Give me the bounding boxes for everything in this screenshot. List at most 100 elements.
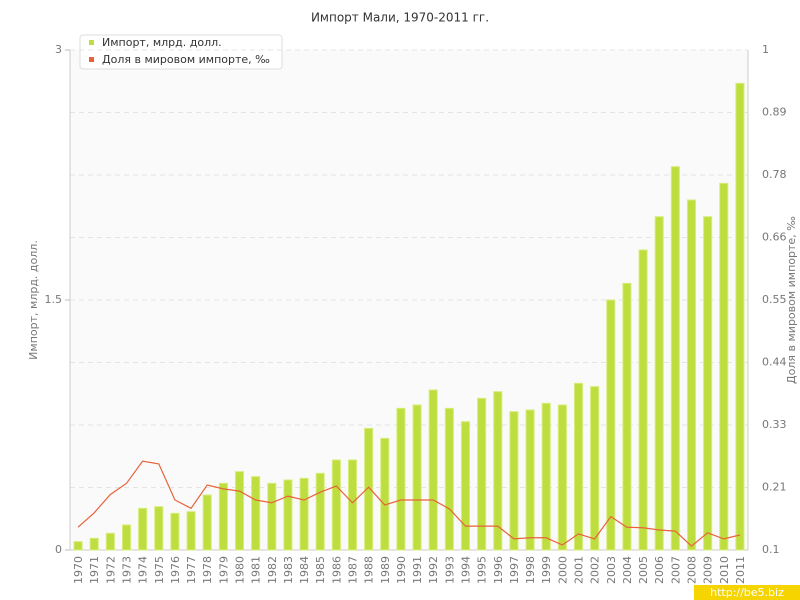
bar	[460, 421, 471, 551]
x-tick-label: 1986	[330, 556, 343, 584]
y2-tick-label: 0.55	[762, 293, 787, 306]
watermark: http://be5.biz	[710, 586, 784, 599]
bar	[686, 199, 697, 551]
x-tick-label: 1993	[443, 556, 456, 584]
y2-tick-label: 0.1	[762, 543, 780, 556]
bar	[735, 82, 745, 551]
legend-label: Доля в мировом импорте, ‰	[102, 53, 270, 66]
bar	[428, 389, 438, 551]
x-tick-label: 1974	[137, 556, 150, 584]
x-tick-label: 1999	[540, 556, 553, 584]
bar	[234, 471, 245, 551]
bar	[670, 166, 680, 551]
x-tick-label: 1983	[282, 556, 295, 584]
x-tick-label: 1970	[72, 556, 85, 584]
bar	[202, 494, 212, 551]
x-tick-label: 1980	[234, 556, 247, 584]
legend-box	[79, 34, 283, 70]
bar	[606, 299, 616, 551]
x-tick-label: 2011	[734, 556, 747, 584]
bar	[493, 391, 503, 551]
bar	[703, 216, 713, 551]
x-tick-label: 1995	[476, 556, 489, 584]
x-tick-label: 1992	[427, 556, 440, 584]
bar	[299, 477, 309, 551]
legend-swatch	[89, 40, 94, 45]
x-tick-label: 1982	[266, 556, 279, 584]
x-tick-label: 2000	[556, 556, 569, 584]
bar	[573, 382, 584, 551]
x-tick-label: 1998	[524, 556, 537, 584]
y-axis-title: Импорт, млрд. долл.	[27, 240, 40, 360]
x-tick-label: 2004	[621, 556, 634, 584]
bar	[364, 427, 374, 551]
x-tick-label: 1971	[88, 556, 101, 584]
x-tick-label: 2008	[686, 556, 699, 584]
watermark-bg	[694, 585, 800, 600]
x-tick-label: 2007	[669, 556, 682, 584]
x-tick-label: 1972	[104, 556, 117, 584]
x-tick-label: 2006	[653, 556, 666, 584]
x-tick-label: 1994	[460, 556, 473, 584]
bar	[138, 507, 148, 551]
x-tick-label: 2001	[573, 556, 586, 584]
x-tick-label: 1988	[363, 556, 376, 584]
bar	[509, 411, 519, 551]
bar	[283, 479, 293, 551]
y2-tick-label: 0.44	[762, 356, 787, 369]
bar	[477, 397, 487, 551]
bar	[331, 459, 341, 551]
bar	[444, 407, 454, 551]
bar	[380, 437, 390, 551]
x-tick-label: 1990	[395, 556, 408, 584]
x-tick-label: 1978	[201, 556, 214, 584]
x-tick-label: 1987	[347, 556, 360, 584]
bar	[347, 459, 358, 551]
bar	[622, 282, 632, 551]
x-tick-label: 1976	[169, 556, 182, 584]
y2-tick-label: 0.89	[762, 106, 787, 119]
bar	[525, 409, 535, 551]
x-tick-label: 2009	[702, 556, 715, 584]
bar	[170, 512, 180, 551]
y2-tick-label: 1	[762, 43, 769, 56]
x-tick-label: 2005	[637, 556, 650, 584]
bar	[154, 506, 164, 551]
x-tick-label: 2003	[605, 556, 618, 584]
bar	[186, 511, 196, 551]
x-tick-label: 1977	[185, 556, 198, 584]
bar	[267, 482, 277, 551]
bar	[719, 182, 729, 551]
legend-swatch	[89, 57, 94, 62]
bar	[590, 386, 600, 551]
bar	[218, 482, 228, 551]
y2-tick-label: 0.33	[762, 418, 787, 431]
bar	[396, 407, 406, 551]
y-tick-label: 1.5	[45, 293, 63, 306]
x-tick-label: 1973	[121, 556, 134, 584]
x-tick-label: 1975	[153, 556, 166, 584]
x-tick-label: 1985	[314, 556, 327, 584]
y2-tick-label: 0.66	[762, 231, 787, 244]
bar	[654, 216, 664, 551]
x-tick-label: 2010	[718, 556, 731, 584]
bar	[315, 472, 325, 551]
y2-tick-label: 0.78	[762, 168, 787, 181]
bar	[557, 404, 567, 551]
x-tick-label: 1989	[379, 556, 392, 584]
x-tick-label: 1984	[298, 556, 311, 584]
x-tick-label: 1991	[411, 556, 424, 584]
legend-label: Импорт, млрд. долл.	[102, 36, 222, 49]
bar	[541, 402, 551, 551]
bar	[638, 249, 648, 551]
bar	[89, 537, 99, 551]
y2-axis-title: Доля в мировом импорте, ‰	[785, 216, 798, 384]
chart-title: Импорт Мали, 1970-2011 гг.	[311, 11, 489, 25]
bar	[251, 476, 261, 551]
x-tick-label: 2002	[589, 556, 602, 584]
bar	[412, 404, 422, 551]
bar	[73, 541, 83, 551]
y-tick-label: 3	[55, 43, 62, 56]
x-tick-label: 1979	[217, 556, 230, 584]
